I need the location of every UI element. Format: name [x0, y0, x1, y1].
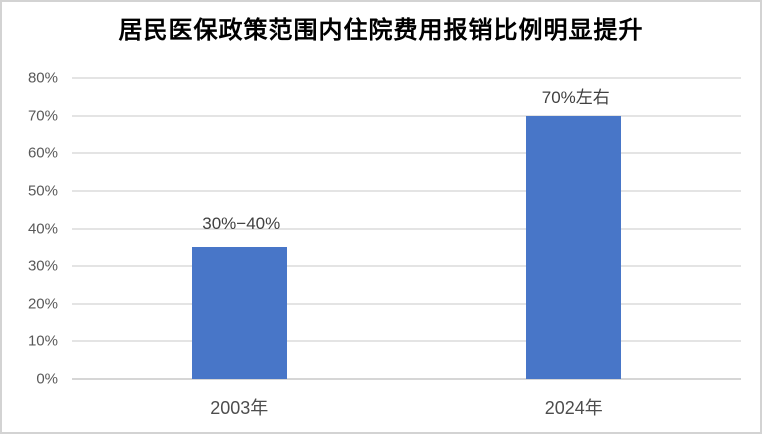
- gridline: [72, 227, 741, 230]
- bar-2024: [526, 115, 622, 379]
- y-axis-tick-label: 40%: [27, 220, 58, 237]
- x-axis-category-label: 2003年: [210, 398, 269, 418]
- bar-2003: [191, 247, 287, 379]
- gridline: [72, 77, 741, 79]
- data-label: 70%左右: [541, 87, 610, 107]
- gridline: [72, 152, 741, 155]
- gridline: [72, 189, 741, 192]
- y-axis-tick-label: 50%: [27, 182, 58, 200]
- data-label: 30%−40%: [202, 214, 281, 234]
- y-axis-tick-label: 30%: [27, 257, 58, 275]
- y-axis-tick-label: 70%: [27, 107, 58, 125]
- chart-title: 居民医保政策范围内住院费用报销比例明显提升: [118, 17, 644, 44]
- gridline: [72, 114, 741, 117]
- y-axis-tick-label: 20%: [27, 295, 58, 313]
- y-axis-tick-label: 0%: [36, 370, 58, 388]
- x-axis-baseline: [72, 378, 741, 380]
- x-axis-category-label: 2024年: [544, 398, 603, 418]
- gridline: [72, 265, 741, 268]
- gridline: [72, 302, 741, 305]
- y-axis-tick-label: 10%: [27, 332, 58, 350]
- gridline: [72, 340, 741, 343]
- y-axis-tick-label: 80%: [27, 69, 58, 87]
- y-axis-tick-label: 60%: [27, 144, 58, 162]
